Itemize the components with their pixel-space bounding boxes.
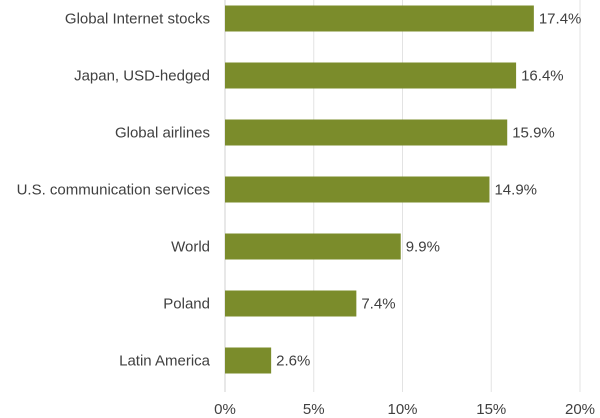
x-tick-label: 5%: [303, 401, 325, 418]
category-label: Global Internet stocks: [65, 11, 210, 28]
category-label: World: [171, 239, 210, 256]
bar: [225, 233, 401, 260]
x-tick-label: 15%: [476, 401, 506, 418]
x-tick-label: 20%: [565, 401, 595, 418]
value-label: 17.4%: [539, 11, 582, 28]
bar: [225, 5, 534, 32]
bars: [225, 5, 534, 374]
bar: [225, 176, 490, 203]
bar: [225, 347, 272, 374]
category-label: U.S. communication services: [17, 182, 210, 199]
category-label: Global airlines: [115, 125, 210, 142]
value-labels: 17.4% 16.4% 15.9% 14.9% 9.9% 7.4% 2.6%: [276, 11, 581, 370]
value-label: 7.4%: [361, 296, 395, 313]
value-label: 16.4%: [521, 68, 564, 85]
bar: [225, 290, 357, 317]
value-label: 2.6%: [276, 353, 310, 370]
value-label: 14.9%: [494, 182, 537, 199]
category-labels: Global Internet stocks Japan, USD-hedged G…: [17, 11, 211, 370]
category-label: Latin America: [119, 353, 211, 370]
category-label: Japan, USD-hedged: [74, 68, 210, 85]
bar: [225, 62, 517, 89]
category-label: Poland: [163, 296, 210, 313]
x-tick-label: 10%: [387, 401, 417, 418]
value-label: 15.9%: [512, 125, 555, 142]
bar: [225, 119, 508, 146]
x-tick-label: 0%: [214, 401, 236, 418]
x-axis-tick-labels: 0% 5% 10% 15% 20%: [214, 401, 595, 418]
value-label: 9.9%: [406, 239, 440, 256]
